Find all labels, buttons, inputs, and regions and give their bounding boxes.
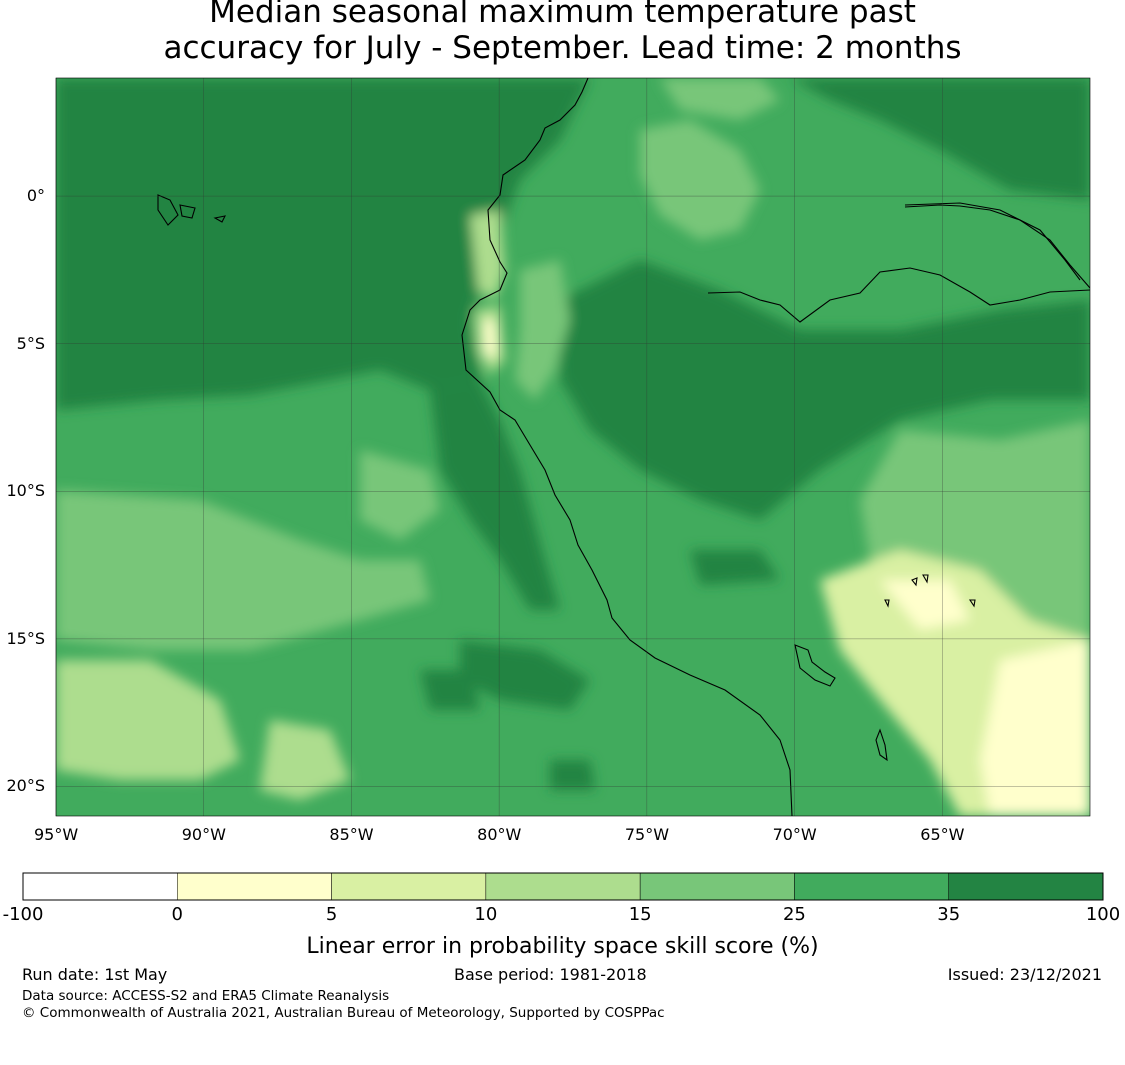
lake-poopo <box>875 728 888 762</box>
lon-tick-label: 65°W <box>920 825 965 844</box>
colorbar-segment <box>177 872 332 901</box>
lake-east-3 <box>884 599 890 608</box>
colorbar-tick-label: 15 <box>628 904 652 925</box>
region-south-dark-2 <box>420 670 480 710</box>
map-frame <box>55 77 1091 817</box>
galapagos-small <box>213 215 226 223</box>
region-ocean-north-dark <box>56 78 590 410</box>
lon-tick-label: 95°W <box>34 825 79 844</box>
region-northeast-dark <box>790 78 1090 200</box>
lake-titicaca <box>794 644 836 687</box>
colorbar-segment <box>639 872 795 901</box>
region-coast-lightest <box>483 320 497 358</box>
lat-tick-label: 0° <box>26 186 45 206</box>
colorbar-segment <box>948 872 1104 901</box>
data-source: Data source: ACCESS-S2 and ERA5 Climate … <box>22 988 390 1004</box>
maranon-river <box>707 267 1090 323</box>
colorbar-tick-label: 25 <box>782 904 806 925</box>
coastline-pacific <box>461 78 793 816</box>
lon-tick-label: 80°W <box>477 825 522 844</box>
lon-tick-label: 75°W <box>624 825 670 844</box>
lat-tick-label: 10°S <box>6 481 45 501</box>
colorbar-tick-label: 0 <box>171 904 184 925</box>
lat-tick-label: 5°S <box>16 333 45 353</box>
base-period: Base period: 1981-2018 <box>454 965 647 984</box>
lake-east-4 <box>968 599 976 608</box>
colorbar-tick-label: 10 <box>474 904 498 925</box>
colorbar-tick-label: 35 <box>937 904 961 925</box>
coastlines <box>157 78 1090 816</box>
region-interior-dark <box>560 260 1090 520</box>
region-south-dark-4 <box>550 760 595 790</box>
lat-tick-label: 20°S <box>6 776 45 796</box>
amazon-river-north <box>904 202 1081 281</box>
region-andes-light-2 <box>470 210 505 300</box>
region-southeast-lightest <box>980 640 1090 816</box>
colorbar-segment <box>794 872 949 901</box>
colorbar <box>22 872 1104 901</box>
amazon-river <box>904 204 1090 289</box>
lat-tick-label: 15°S <box>6 628 45 648</box>
lake-east-1 <box>911 577 918 587</box>
skill-map-area <box>56 78 1090 816</box>
colorbar-tick-label: 100 <box>1085 904 1121 925</box>
lon-tick-label: 90°W <box>181 825 226 844</box>
lon-tick-label: 85°W <box>329 825 374 844</box>
copyright-notice: © Commonwealth of Australia 2021, Austra… <box>22 1005 665 1021</box>
colorbar-tick-label: -100 <box>2 904 44 925</box>
issued-date: Issued: 23/12/2021 <box>947 965 1102 984</box>
region-north-light <box>640 120 760 240</box>
region-southwest-lighter <box>56 660 240 780</box>
region-southwest-light <box>56 490 430 650</box>
lake-east-2 <box>922 574 929 584</box>
colorbar-frame <box>22 872 1104 901</box>
region-north-light-2 <box>660 78 780 120</box>
colorbar-tick-label: 5 <box>325 904 338 925</box>
colorbar-title: Linear error in probability space skill … <box>306 934 819 959</box>
colorbar-segment <box>331 872 487 901</box>
region-south-light-mid <box>260 720 350 800</box>
region-south-dark-1 <box>460 640 590 710</box>
colorbar-segment <box>485 872 641 901</box>
run-date: Run date: 1st May <box>22 965 168 984</box>
lon-tick-label: 70°W <box>772 825 817 844</box>
galapagos-santa-cruz <box>179 204 196 219</box>
galapagos-isabela <box>157 194 179 226</box>
region-south-dark-3 <box>690 550 780 585</box>
region-coast-dark <box>430 380 560 610</box>
map-title-line-2: accuracy for July - September. Lead time… <box>163 30 962 66</box>
colorbar-segment <box>22 872 178 901</box>
region-band-light <box>360 450 440 540</box>
region-southeast-lightest-2 <box>880 580 970 630</box>
region-andes-light <box>515 260 570 400</box>
map-title: Median seasonal maximum temperature past… <box>0 0 1125 66</box>
map-title-line-1: Median seasonal maximum temperature past <box>209 0 916 30</box>
